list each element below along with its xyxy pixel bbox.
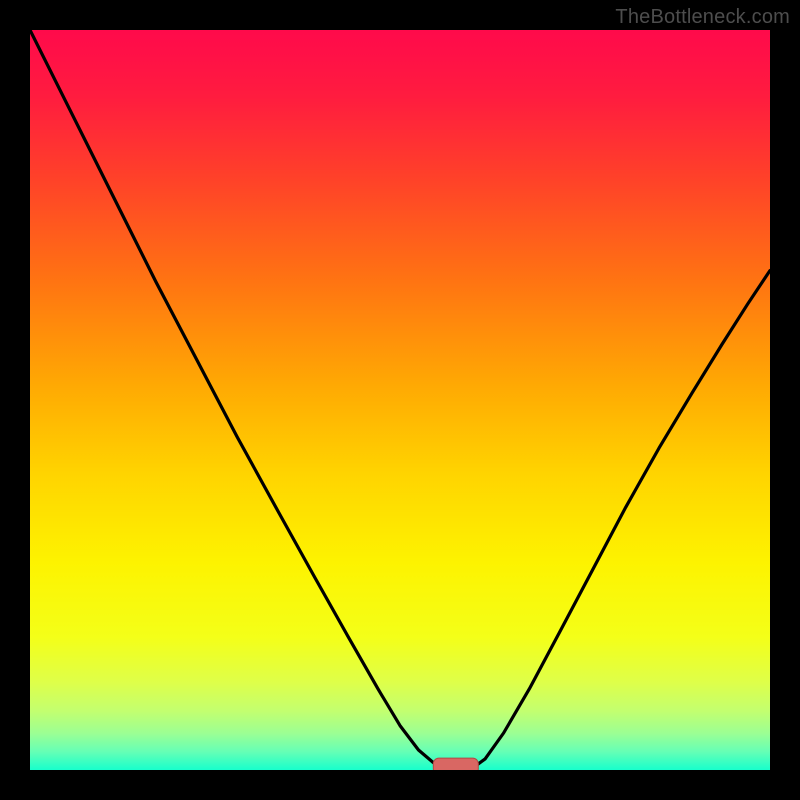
bottleneck-curve [30,30,770,770]
plot-area [30,30,770,770]
watermark-text: TheBottleneck.com [615,6,790,29]
optimum-marker [432,758,478,770]
chart-container: TheBottleneck.com [0,0,800,800]
